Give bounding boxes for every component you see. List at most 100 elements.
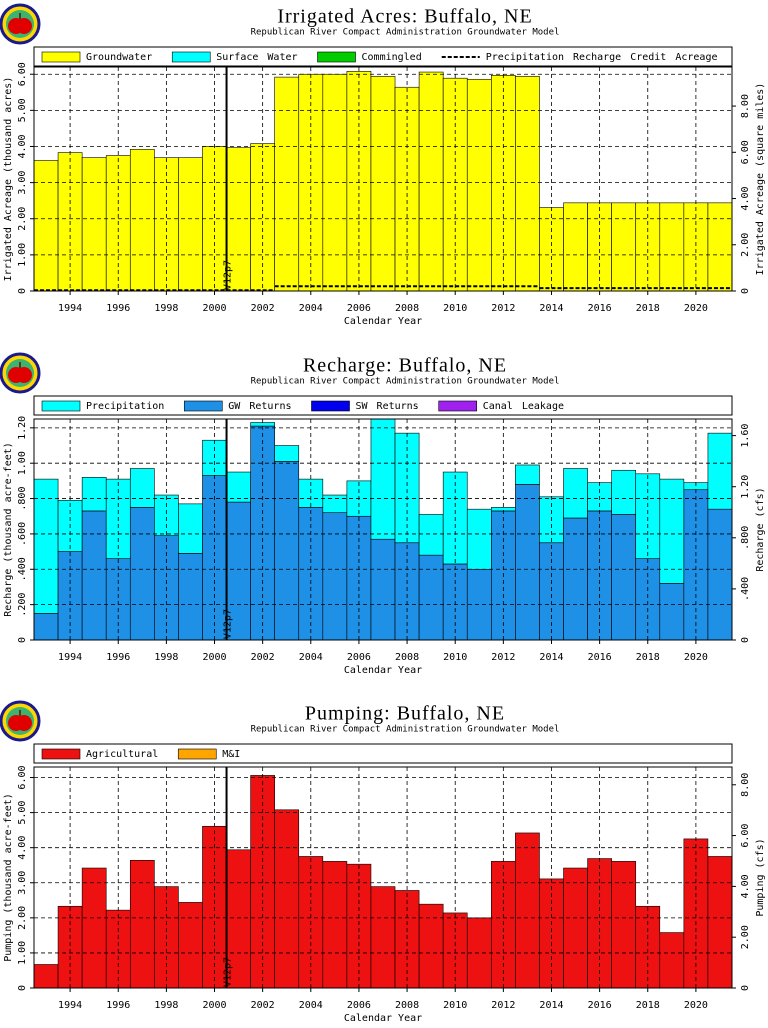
bar bbox=[659, 202, 685, 292]
bar bbox=[322, 494, 348, 514]
legend-swatch bbox=[41, 748, 81, 760]
bar bbox=[322, 512, 348, 641]
x-tick-label: 2006 bbox=[347, 652, 371, 663]
x-tick-label: 1998 bbox=[154, 652, 178, 663]
bar bbox=[274, 76, 300, 292]
x-tick-label: 2014 bbox=[539, 652, 563, 663]
x-tick-label: 2016 bbox=[588, 303, 612, 314]
y2-tick-label: 6.00 bbox=[740, 824, 751, 848]
x-tick-label: 2018 bbox=[636, 652, 660, 663]
legend-label: Precipitation Recharge Credit Acreage bbox=[486, 52, 718, 63]
bar bbox=[250, 422, 275, 427]
logo bbox=[16, 367, 32, 383]
bar bbox=[33, 613, 59, 641]
x-tick-label: 2020 bbox=[684, 652, 708, 663]
x-tick-label: 2004 bbox=[299, 303, 323, 314]
bar bbox=[274, 445, 300, 462]
bar bbox=[563, 867, 588, 989]
y2-axis-label: Irrigated Acreage (square miles) bbox=[755, 83, 766, 276]
x-tick-label: 1994 bbox=[58, 652, 82, 663]
bar bbox=[274, 809, 300, 989]
logo bbox=[16, 18, 32, 34]
y-tick-label: 1.00 bbox=[17, 941, 28, 965]
chart-subtitle: Republican River Compact Administration … bbox=[251, 377, 560, 387]
bar bbox=[129, 149, 155, 292]
bar bbox=[707, 508, 733, 641]
y-tick-label: 5.00 bbox=[17, 98, 28, 122]
y2-tick-label: 2.00 bbox=[740, 233, 751, 257]
legend-swatch bbox=[311, 400, 350, 412]
bar bbox=[418, 514, 444, 556]
y-tick-label: 1.20 bbox=[17, 416, 28, 440]
bar bbox=[178, 902, 203, 989]
y2-axis-label: Recharge (cfs) bbox=[755, 487, 766, 571]
y2-tick-label: 0 bbox=[740, 288, 751, 294]
x-tick-label: 2000 bbox=[202, 303, 226, 314]
x-tick-label: 1994 bbox=[58, 1000, 82, 1011]
bar bbox=[418, 71, 444, 292]
y-tick-label: 0 bbox=[17, 985, 28, 991]
bar bbox=[274, 461, 300, 641]
y-axis-label: Irrigated Acreage (thousand acres) bbox=[3, 77, 14, 282]
legend-swatch bbox=[171, 51, 211, 63]
x-axis-label: Calendar Year bbox=[344, 1013, 422, 1024]
bar bbox=[370, 538, 396, 641]
bar bbox=[129, 468, 155, 508]
x-tick-label: 2014 bbox=[539, 1000, 563, 1011]
y2-tick-label: 6.00 bbox=[740, 140, 751, 164]
x-tick-label: 1996 bbox=[106, 303, 130, 314]
bar bbox=[515, 832, 540, 989]
bar bbox=[178, 553, 203, 641]
bar bbox=[346, 863, 372, 989]
y2-axis-label: Pumping (cfs) bbox=[755, 838, 766, 916]
bar bbox=[635, 905, 661, 989]
legend-label: Groundwater bbox=[86, 52, 152, 63]
bar bbox=[563, 517, 588, 641]
x-tick-label: 2012 bbox=[491, 1000, 515, 1011]
bar bbox=[33, 478, 59, 614]
y2-tick-label: 4.00 bbox=[740, 874, 751, 898]
bar bbox=[442, 77, 468, 292]
x-tick-label: 2016 bbox=[588, 1000, 612, 1011]
bar bbox=[659, 932, 685, 989]
y-axis-label: Recharge (thousand acre-feet) bbox=[3, 442, 14, 617]
bar bbox=[370, 418, 396, 540]
x-tick-label: 2014 bbox=[539, 303, 563, 314]
legend-label: Precipitation bbox=[86, 401, 164, 412]
y2-tick-label: 1.60 bbox=[740, 424, 751, 448]
legend-swatch bbox=[41, 51, 81, 63]
bar bbox=[611, 202, 637, 292]
annotation-label: V12p7 bbox=[223, 957, 234, 987]
y-tick-label: 2.00 bbox=[17, 906, 28, 930]
y-tick-label: 1.00 bbox=[17, 243, 28, 267]
x-tick-label: 2018 bbox=[636, 303, 660, 314]
y-tick-label: 0 bbox=[17, 637, 28, 643]
y2-tick-label: 8.00 bbox=[740, 773, 751, 797]
y-tick-label: .400 bbox=[17, 557, 28, 581]
y-tick-label: 6.00 bbox=[17, 765, 28, 789]
legend-label: Commingled bbox=[362, 52, 422, 63]
x-tick-label: 2012 bbox=[491, 303, 515, 314]
x-axis-label: Calendar Year bbox=[344, 665, 422, 676]
y-tick-label: 1.00 bbox=[17, 451, 28, 475]
bar bbox=[129, 860, 155, 989]
x-tick-label: 2000 bbox=[202, 1000, 226, 1011]
bar bbox=[178, 503, 203, 554]
x-tick-label: 2010 bbox=[443, 652, 467, 663]
bar bbox=[515, 76, 540, 292]
chart-subtitle: Republican River Compact Administration … bbox=[251, 28, 560, 38]
legend-swatch bbox=[41, 400, 81, 412]
y-tick-label: .600 bbox=[17, 522, 28, 546]
logo bbox=[19, 13, 21, 19]
x-tick-label: 2006 bbox=[347, 303, 371, 314]
y-tick-label: 4.00 bbox=[17, 836, 28, 860]
y-tick-label: 3.00 bbox=[17, 871, 28, 895]
bar bbox=[635, 473, 661, 559]
x-tick-label: 2012 bbox=[491, 652, 515, 663]
y2-tick-label: 4.00 bbox=[740, 186, 751, 210]
logo bbox=[19, 362, 21, 368]
y2-tick-label: .400 bbox=[740, 577, 751, 601]
bar bbox=[563, 202, 588, 292]
